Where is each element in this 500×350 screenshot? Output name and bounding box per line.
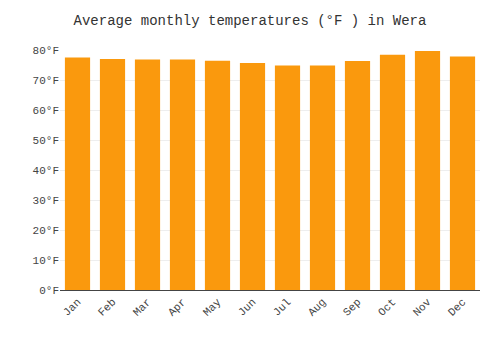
svg-text:May: May	[201, 296, 224, 319]
svg-text:Jul: Jul	[271, 296, 293, 318]
svg-text:30°F: 30°F	[33, 195, 59, 207]
svg-text:60°F: 60°F	[33, 105, 59, 117]
svg-text:Apr: Apr	[166, 296, 188, 318]
svg-text:Sep: Sep	[341, 296, 363, 318]
svg-text:10°F: 10°F	[33, 255, 59, 267]
svg-text:80°F: 80°F	[33, 45, 59, 57]
svg-text:20°F: 20°F	[33, 225, 59, 237]
svg-text:Dec: Dec	[446, 296, 468, 318]
svg-text:Feb: Feb	[96, 296, 118, 318]
svg-text:50°F: 50°F	[33, 135, 59, 147]
svg-text:Mar: Mar	[131, 296, 153, 318]
svg-text:Nov: Nov	[411, 296, 434, 319]
svg-text:Jun: Jun	[236, 296, 258, 318]
svg-text:70°F: 70°F	[33, 75, 59, 87]
svg-text:0°F: 0°F	[39, 285, 59, 297]
svg-text:Jan: Jan	[61, 296, 83, 318]
svg-text:Average monthly temperatures (: Average monthly temperatures (°F ) in We…	[74, 13, 427, 29]
svg-text:Oct: Oct	[376, 296, 398, 318]
svg-text:40°F: 40°F	[33, 165, 59, 177]
svg-text:Aug: Aug	[306, 296, 328, 318]
